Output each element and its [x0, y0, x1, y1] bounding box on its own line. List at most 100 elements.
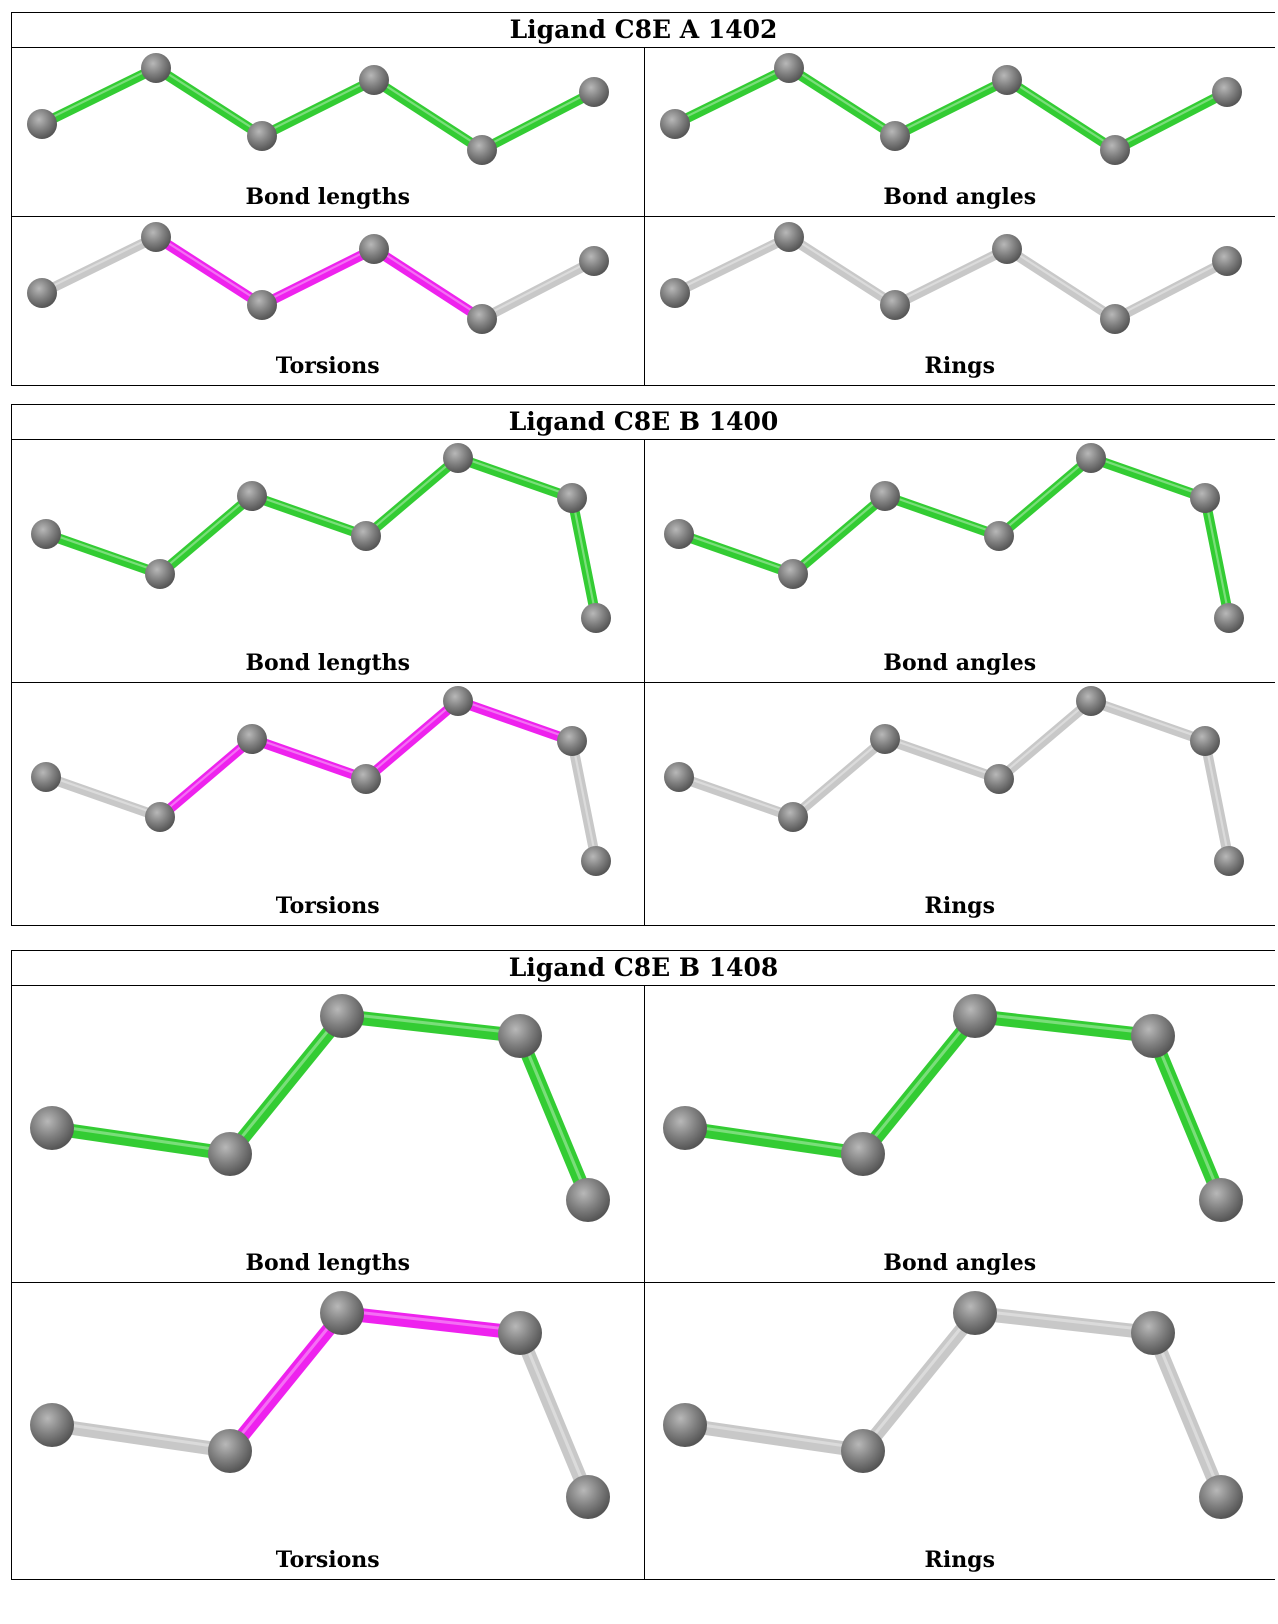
atom-2 [247, 290, 277, 320]
bond-1 [223, 1306, 349, 1458]
panel-label: Torsions [275, 353, 380, 379]
bond-2 [335, 1009, 527, 1043]
bond-highlight-1 [228, 1309, 344, 1450]
bond-highlight-3 [373, 246, 483, 319]
panel-label: Rings [924, 353, 995, 379]
atom-4 [1099, 304, 1130, 334]
molecule-view [659, 53, 1242, 165]
bond-highlight-3 [518, 1032, 590, 1199]
atom-2 [237, 481, 267, 511]
bond-4 [1085, 453, 1210, 503]
panel-bond-lengths: Bond lengths [12, 440, 644, 682]
bond-0 [41, 529, 165, 579]
bond-0 [673, 772, 798, 822]
bond-highlight-2 [894, 77, 1007, 136]
atom-3 [983, 521, 1014, 551]
bond-highlight-0 [51, 1420, 231, 1451]
bond-1 [151, 63, 267, 141]
panel-rings: Rings [643, 217, 1276, 385]
bond-4 [453, 696, 577, 746]
atom-0 [662, 1403, 707, 1447]
bond-4 [1109, 256, 1232, 324]
bond-highlight-1 [861, 1309, 976, 1450]
atom-3 [1130, 1014, 1175, 1058]
atom-1 [840, 1132, 885, 1176]
atom-2 [237, 724, 267, 754]
atom-3 [359, 65, 389, 95]
bond-1 [787, 734, 890, 822]
panel-label: Rings [924, 1547, 995, 1573]
bond-highlight-4 [1113, 258, 1228, 319]
molecule-view [663, 443, 1244, 633]
atom-3 [991, 234, 1022, 264]
bond-0 [37, 63, 161, 129]
panel-bond-angles: Bond angles [643, 986, 1276, 1282]
bond-highlight-4 [1090, 455, 1205, 498]
bond-highlight-3 [1005, 77, 1116, 150]
bond-3 [993, 696, 1096, 784]
atom-4 [1075, 443, 1106, 473]
bond-highlight-0 [45, 774, 161, 817]
bond-2 [967, 1306, 1160, 1340]
bond-highlight-1 [791, 736, 886, 817]
atom-1 [773, 222, 804, 252]
atom-4 [467, 304, 497, 334]
atom-0 [30, 1106, 74, 1150]
atom-6 [1213, 603, 1244, 633]
panel-torsions: Torsions [12, 217, 644, 385]
bond-highlight-2 [261, 77, 375, 136]
atom-1 [777, 802, 808, 832]
bond-2 [889, 75, 1012, 141]
bond-2 [335, 1306, 527, 1340]
bond-3 [513, 1029, 595, 1207]
atom-2 [869, 724, 900, 754]
panel-rings: Rings [643, 1283, 1276, 1579]
atom-0 [663, 519, 694, 549]
bond-3 [1145, 1326, 1228, 1504]
atom-3 [498, 1014, 542, 1058]
atom-1 [777, 559, 808, 589]
bond-1 [223, 1009, 349, 1161]
bond-highlight-2 [251, 736, 367, 779]
bond-highlight-1 [155, 234, 263, 305]
bond-1 [787, 491, 890, 579]
bond-highlight-2 [341, 1308, 521, 1333]
atom-5 [1189, 483, 1220, 513]
atom-2 [247, 121, 277, 151]
bond-highlight-3 [997, 698, 1092, 779]
bond-highlight-3 [997, 455, 1092, 536]
atom-2 [320, 1291, 364, 1335]
panel-label: Bond angles [883, 650, 1037, 676]
bond-1 [855, 1306, 982, 1458]
panel-row: Bond lengths Bond angles [12, 440, 1275, 682]
ligand-title: Ligand C8E B 1400 [12, 405, 1275, 440]
bond-highlight-0 [41, 234, 157, 293]
panel-label: Rings [924, 893, 995, 919]
bond-3 [1001, 244, 1120, 324]
bond-1 [155, 491, 257, 579]
atom-2 [952, 994, 997, 1038]
panel-row: Torsions Rings [12, 682, 1275, 925]
atom-2 [869, 481, 900, 511]
bond-2 [889, 244, 1012, 310]
molecule-view [659, 222, 1242, 334]
atom-4 [566, 1178, 610, 1222]
panel-bond-lengths: Bond lengths [12, 986, 644, 1282]
bond-highlight-1 [787, 234, 896, 305]
bond-5 [1199, 493, 1234, 623]
panel-bond-angles: Bond angles [643, 440, 1276, 682]
bond-1 [855, 1009, 982, 1161]
bond-highlight-0 [678, 531, 793, 574]
atom-5 [1189, 726, 1220, 756]
molecule-view [27, 53, 609, 165]
bond-0 [669, 63, 794, 129]
molecule-view [30, 1291, 610, 1519]
ligand-title: Ligand C8E A 1402 [12, 13, 1275, 48]
atom-0 [31, 519, 61, 549]
bond-2 [257, 244, 379, 310]
bond-2 [247, 491, 371, 541]
panel-rings: Rings [643, 683, 1276, 925]
panel-label: Bond lengths [245, 650, 411, 676]
atom-0 [27, 109, 57, 139]
bond-highlight-0 [674, 65, 789, 124]
